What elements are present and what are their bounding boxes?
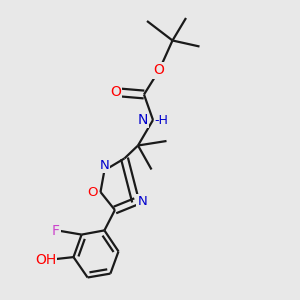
Text: F: F — [52, 224, 60, 238]
Text: N: N — [137, 113, 148, 127]
Text: N: N — [100, 159, 109, 172]
Text: -H: -H — [154, 113, 168, 127]
Text: OH: OH — [35, 253, 56, 266]
Text: O: O — [88, 185, 98, 199]
Text: O: O — [154, 64, 164, 77]
Text: O: O — [110, 85, 121, 99]
Text: N: N — [137, 195, 147, 208]
